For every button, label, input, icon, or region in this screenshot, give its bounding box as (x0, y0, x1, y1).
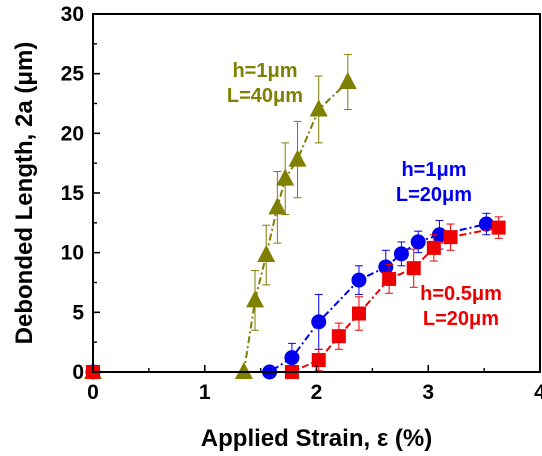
data-point (351, 306, 366, 321)
series-circle (85, 212, 494, 380)
series-annotation: h=1μm (401, 159, 466, 181)
series-line (93, 223, 487, 373)
y-tick-label: 10 (61, 242, 84, 265)
y-tick-label: 15 (61, 182, 85, 205)
data-point (268, 197, 287, 215)
series-annotation: L=20μm (396, 184, 472, 206)
x-tick-label: 2 (311, 381, 323, 404)
data-point (276, 168, 295, 186)
data-point (406, 261, 421, 276)
data-point (443, 230, 458, 245)
data-point (288, 149, 307, 167)
x-tick-label: 1 (199, 381, 211, 404)
series-annotation: h=0.5μm (420, 283, 502, 305)
y-tick-label: 25 (61, 63, 85, 86)
series-annotation: h=1μm (232, 60, 297, 82)
data-point (234, 362, 253, 379)
x-tick-label: 3 (422, 381, 434, 404)
data-point (311, 314, 327, 330)
series-annotation: L=20μm (423, 308, 499, 330)
data-point (410, 234, 426, 250)
x-tick-label: 4 (534, 381, 542, 404)
data-point (351, 272, 367, 288)
data-point (338, 72, 357, 90)
data-point (309, 99, 328, 117)
series-line (93, 81, 349, 373)
data-point (331, 329, 346, 344)
y-tick-label: 20 (61, 122, 84, 145)
annotations: h=1μm L=40μm h=1μm L=20μm h=0.5μm L=20μm (227, 60, 502, 330)
data-point (478, 216, 494, 232)
data-point (431, 227, 447, 243)
x-axis-title: Applied Strain, ε (%) (201, 425, 432, 452)
data-point (393, 246, 409, 262)
data-point (246, 290, 265, 308)
data-point (311, 353, 326, 368)
data-point (426, 240, 441, 255)
data-point (491, 220, 506, 235)
y-tick-label: 5 (72, 301, 84, 324)
data-point (257, 245, 276, 263)
ticks-layer: 0 1 2 3 4 0 5 10 15 20 25 30 (61, 3, 542, 404)
data-point (284, 350, 300, 366)
series-line (93, 226, 499, 373)
y-tick-label: 30 (61, 3, 84, 26)
y-tick-label: 0 (72, 361, 84, 384)
data-point (382, 271, 397, 286)
series-triangle (84, 54, 357, 379)
series-annotation: L=40μm (227, 85, 303, 107)
x-tick-label: 0 (87, 381, 99, 404)
y-axis-title: Debonded Length, 2a (μm) (11, 42, 38, 345)
